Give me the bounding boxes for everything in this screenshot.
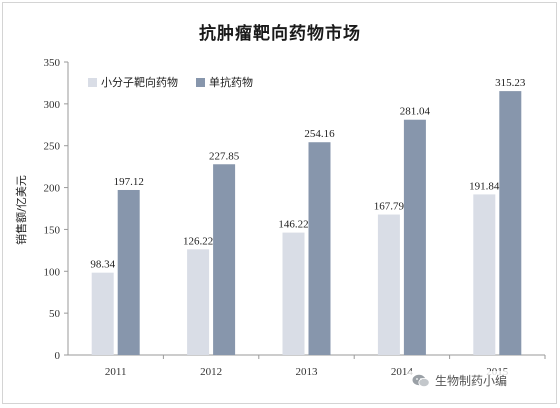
data-label: 167.79 [374,201,405,213]
data-label: 315.23 [495,77,526,89]
legend-swatch [88,78,97,87]
legend-label: 小分子靶向药物 [101,75,178,89]
wechat-icon [412,374,430,388]
y-tick-label: 350 [44,57,61,69]
bar-small-molecule [473,194,496,355]
y-tick-label: 300 [44,99,61,111]
legend-label: 单抗药物 [209,75,253,89]
data-label: 146.22 [278,219,308,231]
y-tick-label: 150 [44,224,61,236]
y-tick-label: 250 [44,141,61,153]
bar-antibody [403,119,426,355]
data-label: 227.85 [209,150,240,162]
bar-antibody [213,164,236,355]
bar-small-molecule [187,249,210,355]
bar-antibody [117,189,140,355]
y-tick-label: 50 [49,308,61,320]
chart-title: 抗肿瘤靶向药物市场 [199,24,361,44]
bar-antibody [308,142,331,355]
data-label: 98.34 [90,259,115,271]
bar-small-molecule [377,214,400,355]
watermark-text: 生物制药小编 [435,374,508,388]
x-tick-label: 2012 [200,366,222,378]
legend-swatch [196,78,205,87]
data-label: 197.12 [114,176,144,188]
data-label: 281.04 [400,106,431,118]
data-label: 126.22 [183,235,213,247]
data-label: 254.16 [304,128,335,140]
y-tick-label: 100 [44,266,61,278]
bar-small-molecule [282,232,305,355]
y-tick-label: 0 [55,350,61,362]
x-tick-label: 2013 [296,366,319,378]
x-tick-label: 2014 [391,366,414,378]
x-tick-label: 2011 [105,366,127,378]
bar-small-molecule [91,272,114,355]
bar-antibody [499,91,522,356]
y-tick-label: 200 [44,183,61,195]
data-label: 191.84 [469,180,500,192]
watermark: 生物制药小编 [408,371,512,390]
